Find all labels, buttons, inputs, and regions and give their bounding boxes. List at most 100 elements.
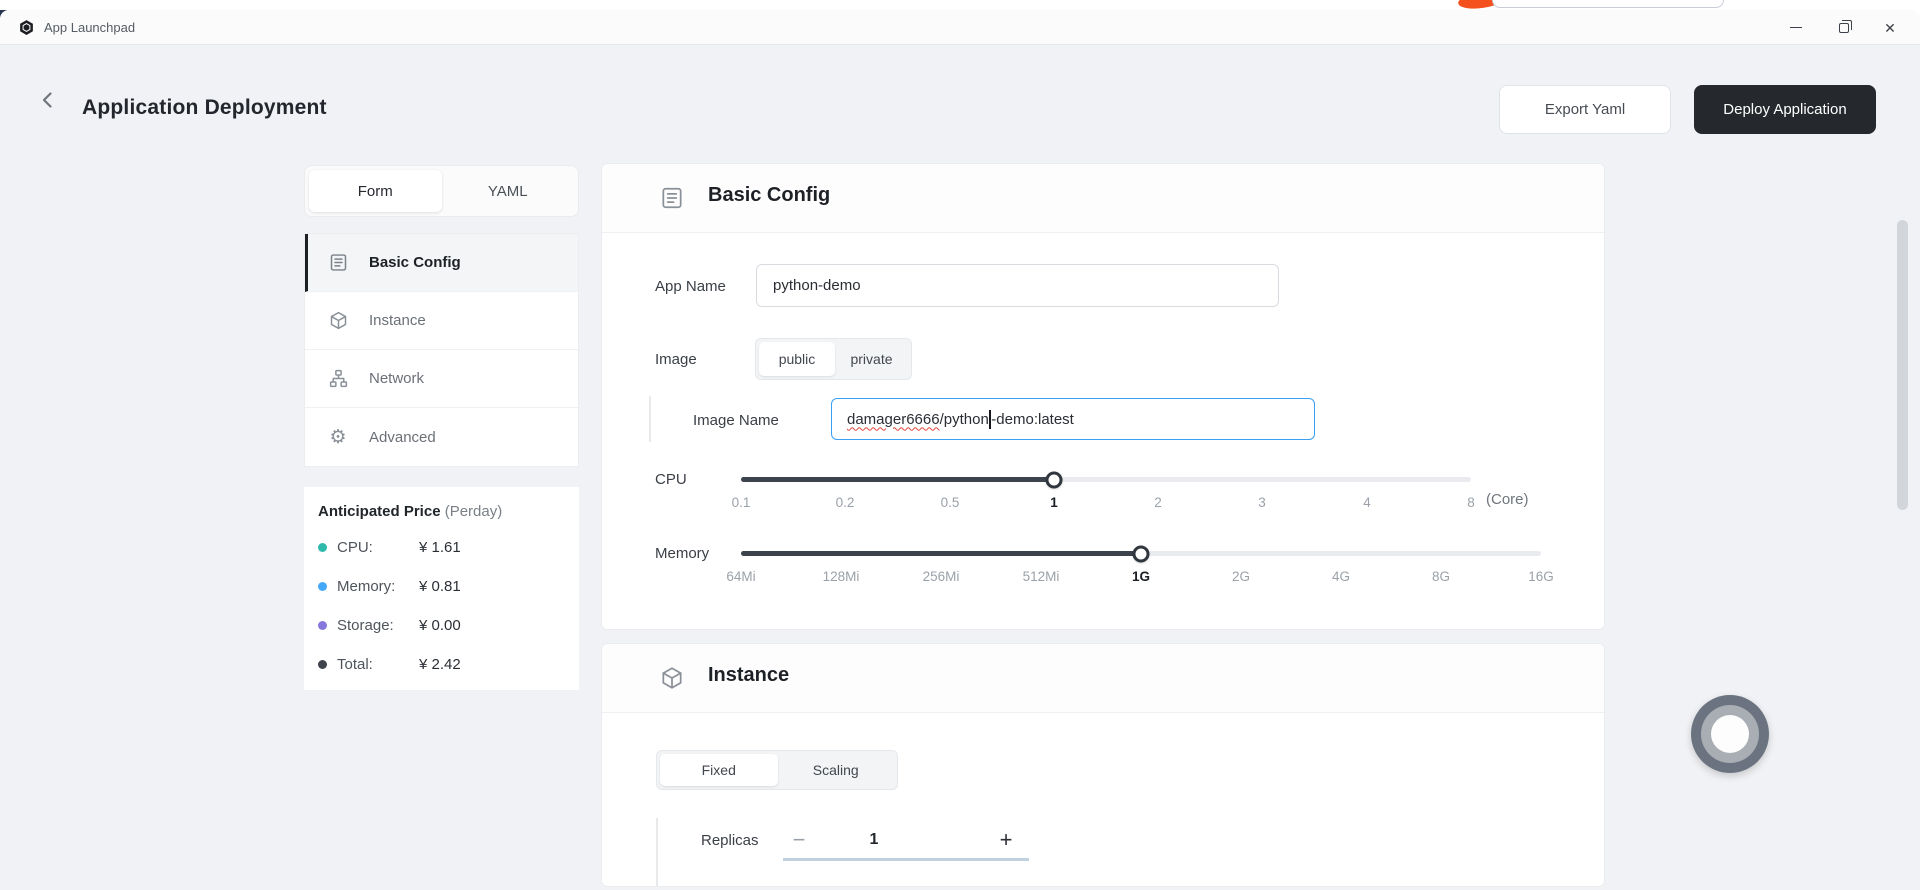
background-addressbar-fragment <box>1492 0 1724 8</box>
cpu-unit-label: (Core) <box>1486 491 1529 508</box>
price-value: ¥ 0.81 <box>419 578 461 595</box>
nav-item-instance[interactable]: Instance <box>305 292 578 350</box>
basic-config-section: Basic Config App Name Image public priva… <box>601 163 1605 630</box>
back-chevron-icon <box>42 92 52 108</box>
section-title: Basic Config <box>708 184 831 206</box>
memory-tick: 4G <box>1331 569 1351 584</box>
cpu-tick: 2 <box>1154 495 1162 510</box>
cpu-dot-icon <box>318 543 327 552</box>
memory-tick-selected: 1G <box>1131 569 1151 584</box>
deploy-application-button[interactable]: Deploy Application <box>1694 85 1876 134</box>
nav-label: Basic Config <box>369 254 461 271</box>
memory-slider-fill <box>741 551 1141 556</box>
indent-line <box>656 818 658 886</box>
price-value: ¥ 1.61 <box>419 539 461 556</box>
app-window: App Launchpad ✕ Application Deployment E… <box>0 10 1920 890</box>
image-name-input[interactable]: damager6666/python -demo:latest <box>831 398 1315 440</box>
cpu-slider-fill <box>741 477 1054 482</box>
app-logo-icon <box>18 19 35 36</box>
price-row-total: Total: ¥ 2.42 <box>318 645 565 684</box>
cpu-tick: 4 <box>1363 495 1371 510</box>
export-yaml-button[interactable]: Export Yaml <box>1499 85 1671 134</box>
close-button[interactable]: ✕ <box>1867 10 1913 45</box>
restore-icon <box>1839 19 1852 33</box>
price-title: Anticipated Price (Perday) <box>318 503 565 520</box>
tab-form[interactable]: Form <box>309 170 442 212</box>
cpu-slider-ticks: 0.1 0.2 0.5 1 2 3 4 8 <box>732 495 1475 515</box>
replicas-stepper-underline <box>783 858 1029 861</box>
replica-mode-toggle: Fixed Scaling <box>656 750 898 790</box>
price-subtitle: (Perday) <box>444 503 503 520</box>
minimize-icon <box>1790 26 1802 29</box>
memory-slider-handle[interactable] <box>1132 545 1150 562</box>
image-name-label: Image Name <box>693 412 779 429</box>
instance-section: Instance Fixed Scaling Replicas − 1 + <box>601 643 1605 887</box>
nav-item-network[interactable]: Network <box>305 350 578 408</box>
background-browser-fragment <box>0 0 1920 12</box>
replicas-label: Replicas <box>701 832 759 849</box>
cpu-slider-track[interactable] <box>741 471 1471 488</box>
price-row-memory: Memory: ¥ 0.81 <box>318 567 565 606</box>
price-value: ¥ 2.42 <box>419 656 461 673</box>
minimize-button[interactable] <box>1773 10 1819 45</box>
price-label: Storage: <box>337 617 394 634</box>
memory-label: Memory <box>655 545 710 562</box>
replicas-decrease-button[interactable]: − <box>792 827 806 852</box>
nav-item-advanced[interactable]: ⚙ Advanced <box>305 408 578 466</box>
section-title: Instance <box>708 664 790 686</box>
close-icon: ✕ <box>1884 19 1896 36</box>
indent-line <box>649 396 651 442</box>
mode-fixed-option[interactable]: Fixed <box>660 754 778 786</box>
memory-tick: 64Mi <box>726 569 756 584</box>
cpu-tick: 0.5 <box>940 495 960 510</box>
memory-dot-icon <box>318 582 327 591</box>
maximize-button[interactable] <box>1821 10 1867 45</box>
cube-icon <box>327 310 349 332</box>
cpu-slider-handle[interactable] <box>1045 471 1063 488</box>
image-name-tail: -demo:latest <box>991 410 1074 428</box>
memory-tick: 8G <box>1431 569 1451 584</box>
mode-scaling-option[interactable]: Scaling <box>812 762 859 778</box>
image-public-option[interactable]: public <box>759 342 835 376</box>
config-nav: Basic Config Instance Network ⚙ Advanced <box>304 233 579 467</box>
app-name-input[interactable] <box>756 264 1279 307</box>
basic-config-header: Basic Config <box>602 164 1604 233</box>
image-private-option[interactable]: private <box>850 351 893 367</box>
total-dot-icon <box>318 660 327 669</box>
memory-tick: 128Mi <box>822 569 860 584</box>
page-title: Application Deployment <box>82 96 327 119</box>
back-button[interactable] <box>34 86 62 114</box>
replicas-increase-button[interactable]: + <box>999 827 1013 852</box>
document-icon <box>659 185 685 211</box>
cpu-label: CPU <box>655 471 687 488</box>
cpu-tick: 8 <box>1467 495 1475 510</box>
nav-item-basic-config[interactable]: Basic Config <box>305 234 578 292</box>
memory-slider-track[interactable] <box>741 545 1541 562</box>
floating-circle-widget[interactable] <box>1691 695 1769 773</box>
price-row-storage: Storage: ¥ 0.00 <box>318 606 565 645</box>
image-label: Image <box>655 351 697 368</box>
price-title-text: Anticipated Price <box>318 503 441 520</box>
nav-label: Instance <box>369 312 426 329</box>
network-icon <box>327 368 349 390</box>
price-row-cpu: CPU: ¥ 1.61 <box>318 528 565 567</box>
image-name-misspelled: damager6666 <box>847 410 940 428</box>
instance-header: Instance <box>602 644 1604 713</box>
anticipated-price-card: Anticipated Price (Perday) CPU: ¥ 1.61 M… <box>304 487 579 690</box>
image-visibility-toggle: public private <box>755 338 912 380</box>
titlebar: App Launchpad ✕ <box>0 10 1920 45</box>
price-value: ¥ 0.00 <box>419 617 461 634</box>
memory-tick: 512Mi <box>1022 569 1060 584</box>
view-mode-tabs: Form YAML <box>304 165 579 217</box>
document-icon <box>327 252 349 274</box>
text-caret <box>989 409 991 429</box>
vertical-scrollbar-thumb[interactable] <box>1897 220 1908 510</box>
window-title: App Launchpad <box>44 20 136 35</box>
gear-icon: ⚙ <box>329 426 347 448</box>
tab-yaml[interactable]: YAML <box>487 182 528 200</box>
nav-label: Network <box>369 370 425 387</box>
nav-label: Advanced <box>369 428 436 446</box>
memory-slider-ticks: 64Mi 128Mi 256Mi 512Mi 1G 2G 4G 8G 16G <box>726 569 1553 589</box>
price-label: CPU: <box>337 539 373 556</box>
cpu-tick: 0.1 <box>731 495 751 510</box>
